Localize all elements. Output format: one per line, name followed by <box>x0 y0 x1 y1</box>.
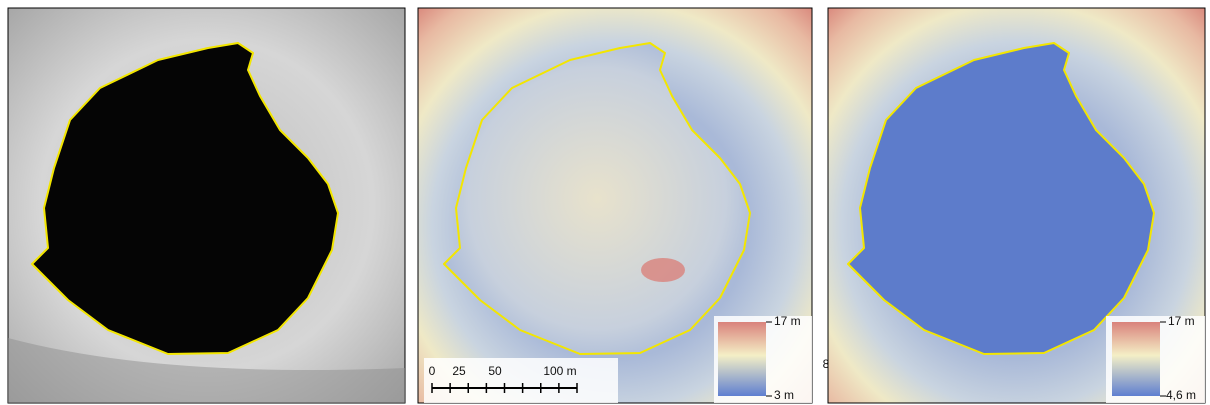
legend-max: 17 m <box>774 314 801 328</box>
scale-label: 25 <box>452 364 466 378</box>
high-spot <box>641 258 685 282</box>
color-bar <box>718 322 766 396</box>
scale-label: 50 <box>488 364 502 378</box>
legend-min: 4,6 m <box>1166 388 1196 402</box>
page: 0 25 50 100 m 17 m 3 m 8 17 m 4,6 m (() … <box>0 0 1210 405</box>
color-bar <box>1112 322 1160 396</box>
legend-min: 3 m <box>774 388 794 402</box>
figure: 0 25 50 100 m 17 m 3 m 8 17 m 4,6 m <box>0 0 1210 405</box>
panel-satellite <box>8 8 405 403</box>
scale-label: 0 <box>429 364 436 378</box>
panel-dem: 0 25 50 100 m 17 m 3 m <box>418 8 812 403</box>
legend-max: 17 m <box>1168 314 1195 328</box>
scale-label: 100 m <box>543 364 576 378</box>
panel-dem-filled: 17 m 4,6 m <box>828 8 1205 403</box>
